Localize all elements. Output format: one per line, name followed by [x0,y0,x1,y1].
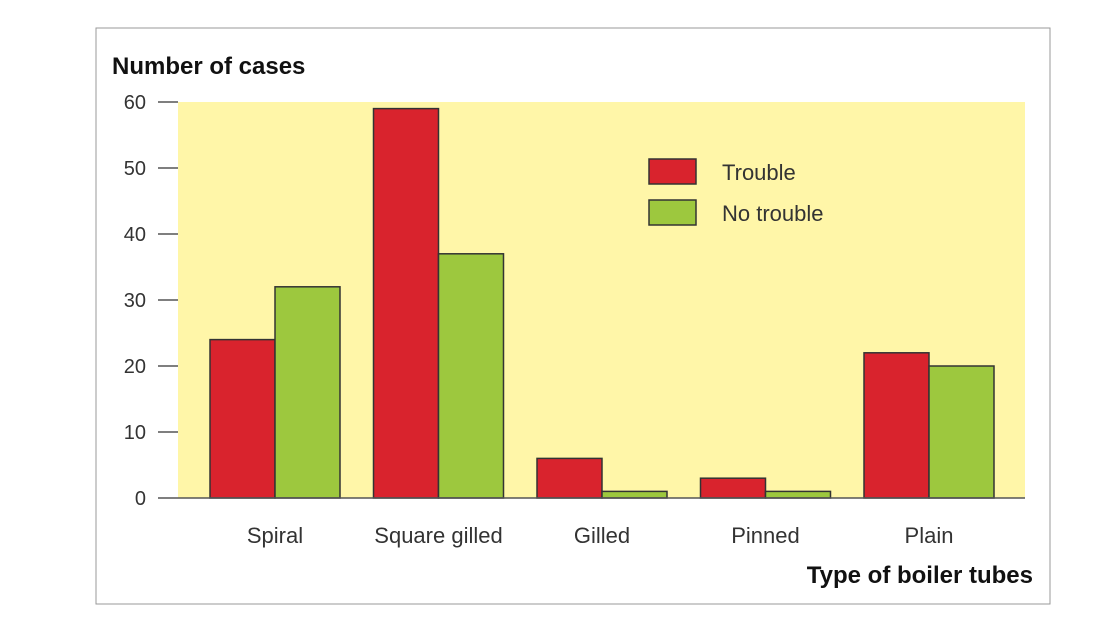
bar-trouble [536,457,603,499]
y-tick-label: 30 [124,290,146,312]
bar-no-trouble [274,286,341,499]
bar-trouble [372,107,440,499]
legend-swatch [648,158,697,185]
x-tick-label: Pinned [731,523,800,548]
x-tick-label: Square gilled [374,523,502,548]
bar-no-trouble [928,365,995,499]
y-tick-label: 50 [124,158,146,180]
y-tick-label: 0 [135,488,146,510]
x-tick-label: Spiral [247,523,303,548]
x-tick-label: Gilled [574,523,630,548]
y-axis-title: Number of cases [112,53,305,80]
bar-trouble [209,338,276,499]
y-tick-label: 20 [124,356,146,378]
x-axis-title: Type of boiler tubes [807,562,1033,589]
bar-trouble [699,477,767,499]
bar-no-trouble [601,490,668,499]
legend-label: Trouble [722,160,796,185]
bar-no-trouble [437,253,505,499]
y-tick-label: 10 [124,422,146,444]
legend-label: No trouble [722,201,824,226]
y-tick-label: 40 [124,224,146,246]
legend-swatch [648,199,697,226]
bar-trouble [863,352,930,499]
bar-no-trouble [764,490,832,499]
x-tick-label: Plain [905,523,954,548]
y-tick-label: 60 [124,92,146,114]
